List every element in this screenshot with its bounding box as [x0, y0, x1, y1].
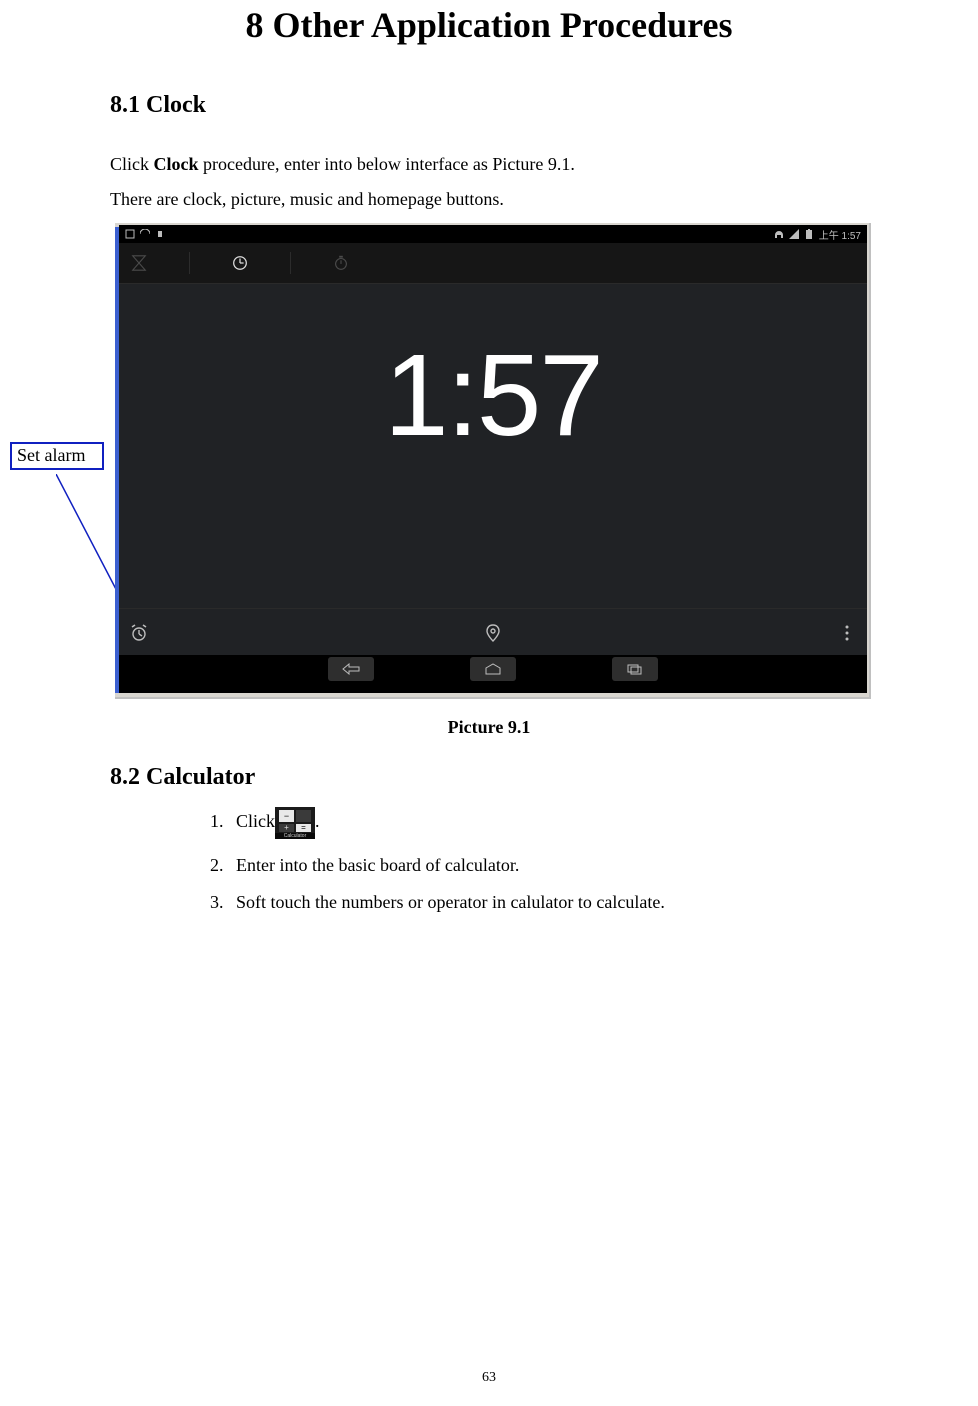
- alarm-icon[interactable]: [129, 623, 149, 643]
- clock-sep: :: [447, 330, 477, 460]
- battery-icon: [804, 229, 814, 239]
- screenshot-caption: Picture 9.1: [110, 717, 868, 738]
- recents-button[interactable]: [612, 657, 658, 681]
- headphones-icon: [774, 229, 784, 239]
- clock-main-area: 1:57: [119, 284, 867, 624]
- calc-icon-label: Calculator: [275, 833, 315, 839]
- calc-step-2: Enter into the basic board of calculator…: [228, 855, 868, 876]
- back-button[interactable]: [328, 657, 374, 681]
- clock-para-2: There are clock, picture, music and home…: [110, 186, 868, 213]
- clock-min: 57: [477, 330, 602, 460]
- clock-tab-icon[interactable]: [230, 253, 250, 273]
- android-statusbar: 上午 1:57: [119, 225, 867, 243]
- stopwatch-tab-icon[interactable]: [331, 253, 351, 273]
- signal-icon: [789, 229, 799, 239]
- page-number: 63: [0, 1370, 978, 1386]
- location-icon[interactable]: [483, 623, 503, 643]
- clock-hour: 1: [384, 330, 447, 460]
- statusbar-left-icons: [125, 229, 165, 239]
- section-clock-heading: 8.1 Clock: [110, 92, 868, 119]
- calc-step-3: Soft touch the numbers or operator in ca…: [228, 892, 868, 913]
- timer-tab-icon[interactable]: [129, 253, 149, 273]
- clock-time-display: 1:57: [119, 328, 867, 462]
- calc-step-1: Click − += Calculator .: [228, 807, 868, 839]
- calc-icon-equals: =: [296, 824, 311, 832]
- calc-icon-minus: −: [279, 810, 294, 822]
- statusbar-right: 上午 1:57: [774, 227, 861, 242]
- calculator-app-icon: − += Calculator: [275, 807, 315, 839]
- status-icon-3: [155, 229, 165, 239]
- clock-para-1-suffix: procedure, enter into below interface as…: [199, 154, 575, 174]
- android-navbar: [119, 655, 867, 693]
- clock-para-1-prefix: Click: [110, 154, 154, 174]
- set-alarm-callout: Set alarm: [10, 442, 104, 470]
- status-icon-1: [125, 229, 135, 239]
- statusbar-time: 上午 1:57: [819, 227, 861, 242]
- calc-icon-plus: +: [279, 824, 294, 832]
- clock-screenshot: 上午 1:57: [115, 223, 871, 699]
- home-button[interactable]: [470, 657, 516, 681]
- section-calc-heading: 8.2 Calculator: [110, 764, 868, 791]
- tab-separator-2: [290, 252, 291, 274]
- clock-para-1: Click Clock procedure, enter into below …: [110, 151, 868, 178]
- tab-separator-1: [189, 252, 190, 274]
- clock-action-row: [119, 608, 867, 657]
- calculator-steps: Click − += Calculator . Enter into the b…: [228, 807, 868, 913]
- status-icon-2: [140, 229, 150, 239]
- overflow-menu-icon[interactable]: [837, 623, 857, 643]
- clock-tabrow: [119, 243, 867, 284]
- clock-para-1-bold: Clock: [154, 154, 199, 174]
- calc-step-1-suffix: .: [315, 811, 320, 831]
- calc-step-1-prefix: Click: [236, 811, 275, 831]
